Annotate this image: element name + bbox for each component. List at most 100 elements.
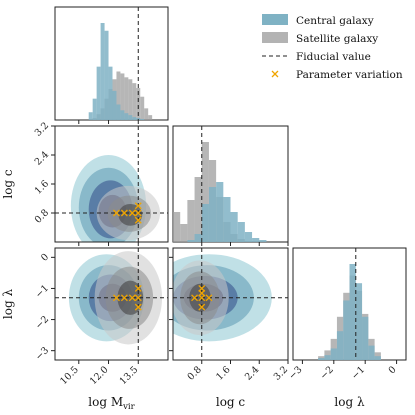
variation-marker <box>198 289 206 297</box>
x-tick-label: 1.6 <box>214 364 232 382</box>
hist-bar-central <box>374 356 381 360</box>
hist-bar-central <box>237 222 245 242</box>
contour-satellite <box>189 283 211 312</box>
x-tick-label: 13.5 <box>118 364 141 387</box>
hist-bar-satellite <box>128 79 133 120</box>
hist-bar-central <box>362 316 369 360</box>
x-tick-label: −1 <box>350 364 368 382</box>
hist-bar-central <box>124 113 129 120</box>
y-tick-label: 2.4 <box>33 149 51 167</box>
legend-swatch-0 <box>262 14 288 25</box>
variation-marker <box>191 294 199 302</box>
x-tick-label: −3 <box>287 364 305 382</box>
hist-bar-central <box>324 355 331 360</box>
hist-bar-satellite <box>180 224 188 242</box>
y-axis-label-logc: log c <box>1 169 15 199</box>
hist-bar-central <box>355 283 363 360</box>
variation-marker <box>134 209 142 217</box>
hist-bar-satellite <box>148 115 153 120</box>
legend-swatch-3 <box>271 70 279 78</box>
y-axis-label-loglam: log λ <box>1 289 15 320</box>
x-axis-label-loglam: log λ <box>334 395 365 409</box>
legend-label-1: Satellite galaxy <box>296 33 378 45</box>
hist-bar-central <box>223 197 231 242</box>
y-tick-label: −1 <box>33 283 51 301</box>
legend-label-3: Parameter variation <box>296 69 403 81</box>
hist-bar-central <box>112 90 117 120</box>
hist-bar-central <box>336 331 344 360</box>
variation-marker <box>120 209 128 217</box>
hist-bar-satellite <box>144 108 149 120</box>
legend-label-0: Central galaxy <box>296 15 374 27</box>
y-tick-label: −3 <box>33 345 51 363</box>
hist-bar-central <box>132 117 137 120</box>
hist-bar-central <box>201 204 209 242</box>
variation-marker <box>134 284 142 292</box>
hist-bar-satellite <box>201 142 209 242</box>
panel-frame-loglam_vs_logM <box>54 247 169 361</box>
hist-bar-central <box>128 115 133 120</box>
hist-bar-central <box>116 104 121 120</box>
hist-bar-central <box>104 30 109 120</box>
hist-bar-central <box>343 300 350 360</box>
legend: Central galaxy Satellite galaxy Fiducial v… <box>262 14 403 81</box>
hist-bar-central <box>230 212 238 242</box>
hist-bar-central <box>244 232 253 242</box>
hist-bar-central <box>216 182 224 242</box>
hist-bar-central <box>92 98 97 120</box>
hist-bar-central <box>140 119 145 120</box>
x-tick-label: 0 <box>387 364 399 376</box>
legend-label-2: Fiducial value <box>296 51 371 63</box>
x-tick-label: 0.8 <box>185 364 203 382</box>
variation-marker <box>112 209 120 217</box>
x-tick-label: 2.4 <box>243 364 261 382</box>
hist-bar-central <box>187 240 195 242</box>
hist-bar-central <box>96 66 101 120</box>
hist-bar-central <box>252 238 260 242</box>
variation-marker <box>120 294 128 302</box>
y-tick-label: −2 <box>33 314 51 332</box>
y-tick-label: 0.8 <box>33 207 51 225</box>
legend-swatch-1 <box>262 32 288 43</box>
y-tick-label: 3.2 <box>33 120 51 138</box>
hist-bar-central <box>208 187 217 242</box>
hist-bar-central <box>108 66 113 120</box>
contour-group-loglam_vs_logM <box>55 248 168 360</box>
contour-group-loglam_vs_logc <box>173 248 288 360</box>
hist-bar-central <box>330 348 337 360</box>
hist-bar-satellite <box>173 212 181 242</box>
y-tick-label: 1.6 <box>33 178 51 196</box>
hist-bar-central <box>100 23 105 120</box>
x-tick-label: 10.5 <box>58 364 81 387</box>
variation-marker <box>134 303 142 311</box>
x-tick-label: −2 <box>318 364 336 382</box>
variation-marker <box>198 303 206 311</box>
hist-bar-central <box>368 345 375 360</box>
variation-marker <box>205 294 213 302</box>
x-axis-label-logM: log Mvir <box>88 395 135 412</box>
variation-marker <box>112 294 120 302</box>
hist-bar-satellite <box>116 71 121 120</box>
hist-bar-central <box>88 112 93 120</box>
hist-bar-satellite <box>124 77 129 120</box>
hist-bar-central <box>349 264 356 360</box>
variation-marker <box>134 202 142 210</box>
hist-bar-satellite <box>194 177 202 242</box>
hist-bar-satellite <box>120 73 125 120</box>
x-axis-label-logc: log c <box>216 395 246 409</box>
variation-marker <box>134 216 142 224</box>
hist-bar-central <box>194 234 202 242</box>
hist-bar-satellite <box>132 83 137 120</box>
variation-marker <box>128 209 136 217</box>
hist-bar-central <box>318 358 325 360</box>
x-tick-label: 12.0 <box>88 364 111 387</box>
hist-bar-central <box>259 240 267 242</box>
hist-bar-satellite <box>136 87 141 120</box>
hist-bar-satellite <box>187 200 195 242</box>
variation-marker <box>128 294 136 302</box>
contour-group-logc_vs_logM <box>55 126 168 242</box>
hist-bar-satellite <box>140 96 145 120</box>
variation-marker <box>134 294 142 302</box>
